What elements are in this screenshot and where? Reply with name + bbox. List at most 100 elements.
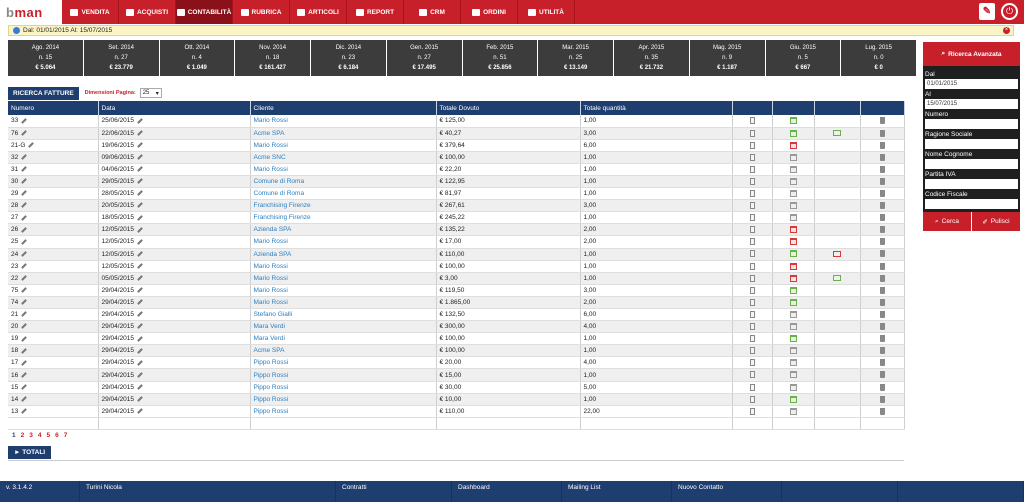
pencil-icon[interactable]: [21, 323, 28, 330]
pencil-icon[interactable]: [137, 287, 143, 293]
trash-icon[interactable]: [879, 395, 885, 403]
client-link[interactable]: Azienda SPA: [250, 248, 437, 261]
month-card[interactable]: Apr. 2015 n. 35 € 21.732: [614, 40, 689, 76]
trash-icon[interactable]: [879, 335, 885, 343]
client-link[interactable]: Mario Rossi: [250, 115, 437, 128]
client-link[interactable]: Franchising Firenze: [250, 211, 437, 225]
trash-icon[interactable]: [879, 383, 885, 391]
document-icon[interactable]: [749, 262, 755, 270]
document-icon[interactable]: [749, 153, 755, 161]
trash-icon[interactable]: [879, 129, 885, 137]
pencil-icon[interactable]: [21, 359, 28, 366]
table-row[interactable]: 28 20/05/2015 Franchising Firenze € 267,61 3…: [8, 199, 905, 213]
document-icon[interactable]: [749, 335, 755, 343]
field-input[interactable]: 15/07/2015: [925, 99, 1018, 109]
table-row[interactable]: 75 29/04/2015 Mario Rossi € 119,50 3,00: [8, 284, 905, 297]
month-card[interactable]: Mar. 2015 n. 25 € 13.149: [538, 40, 613, 76]
mail-icon[interactable]: [833, 275, 841, 282]
client-link[interactable]: Stefano Gialli: [250, 308, 437, 322]
calendar-icon[interactable]: [789, 214, 797, 222]
page-link[interactable]: 3: [29, 432, 33, 439]
nav-item-5[interactable]: REPORT: [347, 0, 404, 24]
advanced-search-header[interactable]: ⌕ Ricerca Avanzata: [923, 42, 1020, 66]
field-input[interactable]: [925, 119, 1018, 129]
document-icon[interactable]: [749, 298, 755, 306]
document-icon[interactable]: [749, 347, 755, 355]
pencil-icon[interactable]: [21, 287, 28, 293]
calendar-icon[interactable]: [789, 226, 797, 234]
calendar-icon[interactable]: [789, 177, 797, 185]
footer-item[interactable]: Dashboard: [452, 481, 562, 502]
month-card[interactable]: Lug. 2015 n. 0 € 0: [841, 40, 916, 76]
trash-icon[interactable]: [879, 117, 885, 125]
mail-icon[interactable]: [833, 250, 841, 257]
document-icon[interactable]: [749, 274, 755, 282]
trash-icon[interactable]: [879, 141, 885, 149]
page-link[interactable]: 5: [46, 432, 51, 439]
pencil-icon[interactable]: [21, 347, 28, 354]
table-row[interactable]: 26 12/05/2015 Azienda SPA € 135,22 2,00: [8, 223, 905, 237]
client-link[interactable]: Acme SNC: [250, 151, 437, 164]
document-icon[interactable]: [749, 238, 755, 246]
pencil-icon[interactable]: [21, 371, 28, 378]
document-icon[interactable]: [749, 177, 755, 185]
nav-item-0[interactable]: VENDITA: [62, 0, 119, 24]
calendar-icon[interactable]: [789, 117, 797, 125]
pencil-icon[interactable]: [137, 371, 143, 378]
client-link[interactable]: Mario Rossi: [250, 284, 437, 297]
client-link[interactable]: Pippo Rossi: [250, 405, 437, 418]
client-link[interactable]: Pippo Rossi: [250, 381, 437, 394]
client-link[interactable]: Pippo Rossi: [250, 356, 437, 370]
document-icon[interactable]: [749, 286, 755, 294]
client-link[interactable]: Pippo Rossi: [250, 368, 437, 382]
trash-icon[interactable]: [879, 226, 885, 234]
trash-icon[interactable]: [879, 214, 885, 222]
nav-item-8[interactable]: UTILITÀ: [518, 0, 575, 24]
pencil-icon[interactable]: [137, 226, 143, 233]
pencil-icon[interactable]: [137, 142, 143, 148]
trash-icon[interactable]: [879, 262, 885, 270]
month-card[interactable]: Giu. 2015 n. 5 € 667: [765, 40, 841, 76]
document-icon[interactable]: [749, 226, 755, 234]
table-row[interactable]: 16 29/04/2015 Pippo Rossi € 15,00 1,00: [8, 368, 905, 382]
calendar-icon[interactable]: [789, 274, 797, 282]
calendar-icon[interactable]: [789, 407, 797, 415]
pencil-icon[interactable]: [137, 263, 143, 269]
pencil-icon[interactable]: [137, 202, 143, 209]
client-link[interactable]: Azienda SPA: [250, 223, 437, 237]
calendar-icon[interactable]: [789, 250, 797, 258]
app-logo[interactable]: b man: [0, 0, 62, 24]
table-row[interactable]: 76 22/06/2015 Acme SPA € 40,27 3,00: [8, 127, 905, 140]
table-row[interactable]: 27 18/05/2015 Franchising Firenze € 245,22 1…: [8, 211, 905, 225]
client-link[interactable]: Mara Verdi: [250, 320, 437, 334]
client-link[interactable]: Pippo Rossi: [250, 393, 437, 406]
client-link[interactable]: Mario Rossi: [250, 296, 437, 310]
document-icon[interactable]: [749, 407, 755, 415]
pencil-icon[interactable]: [28, 142, 35, 148]
table-row[interactable]: 74 29/04/2015 Mario Rossi € 1.865,00 2,00: [8, 296, 905, 310]
page-link[interactable]: 1: [12, 432, 16, 439]
trash-icon[interactable]: [879, 165, 885, 173]
calendar-icon[interactable]: [789, 335, 797, 343]
page-size-select[interactable]: 25 ▾: [139, 88, 162, 98]
trash-icon[interactable]: [879, 250, 885, 258]
tab-ricerca-fatture[interactable]: RICERCA FATTURE: [8, 86, 79, 100]
pencil-icon[interactable]: [137, 299, 143, 306]
trash-icon[interactable]: [879, 359, 885, 367]
client-link[interactable]: Acme SPA: [250, 127, 437, 140]
pencil-icon[interactable]: [137, 347, 143, 354]
document-icon[interactable]: [749, 190, 755, 197]
pencil-icon[interactable]: [21, 275, 28, 281]
field-input[interactable]: [925, 139, 1018, 149]
column-header[interactable]: Numero: [8, 101, 99, 115]
document-icon[interactable]: [749, 165, 755, 173]
document-icon[interactable]: [749, 129, 755, 137]
calendar-icon[interactable]: [789, 190, 797, 197]
table-row[interactable]: 24 12/05/2015 Azienda SPA € 110,00 1,00: [8, 248, 905, 261]
pencil-icon[interactable]: [137, 214, 143, 221]
pencil-icon[interactable]: [21, 117, 28, 124]
trash-icon[interactable]: [879, 371, 885, 379]
calendar-icon[interactable]: [789, 359, 797, 367]
calendar-icon[interactable]: [789, 165, 797, 173]
pencil-icon[interactable]: [137, 166, 143, 173]
